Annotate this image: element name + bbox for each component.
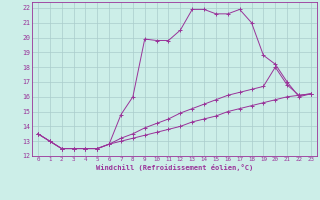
X-axis label: Windchill (Refroidissement éolien,°C): Windchill (Refroidissement éolien,°C) [96,164,253,171]
